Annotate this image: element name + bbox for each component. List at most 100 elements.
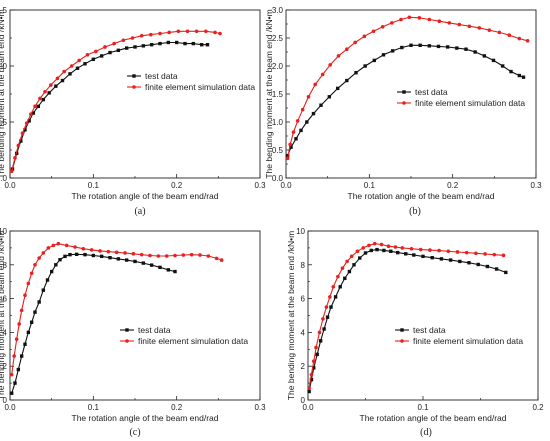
data-point-test <box>521 75 526 79</box>
data-point-fem <box>497 30 502 35</box>
data-point-test <box>345 78 349 83</box>
data-point-test <box>375 247 379 252</box>
data-point-fem <box>427 17 432 22</box>
data-point-test <box>418 43 422 47</box>
data-point-test <box>205 43 210 47</box>
data-point-test <box>307 389 311 394</box>
y-tick-label: 1.0 <box>272 118 284 127</box>
y-tick-label: 0.5 <box>272 146 284 155</box>
data-point-fem <box>336 54 341 58</box>
data-point-fem <box>149 32 153 37</box>
data-point-fem <box>288 142 292 147</box>
data-point-fem <box>336 274 340 279</box>
data-point-fem <box>112 41 116 46</box>
data-point-fem <box>428 248 432 252</box>
data-point-fem <box>386 244 391 249</box>
data-point-fem <box>12 354 16 358</box>
data-point-fem <box>158 31 162 36</box>
chart-panel-2: 0.0 0.1 0.2 0.3 0 2 4 6 8 10 The rotation angle of… <box>0 227 266 438</box>
data-point-test <box>363 251 368 255</box>
data-point-fem <box>464 250 469 255</box>
data-point-test <box>381 53 386 57</box>
data-point-fem <box>43 89 47 94</box>
data-point-test <box>68 252 72 257</box>
y-tick-label: 0 <box>3 396 8 405</box>
legend-label: finite element simulation data <box>145 82 255 92</box>
data-point-test <box>29 320 34 324</box>
data-point-fem <box>349 254 354 259</box>
data-point-test <box>41 288 46 292</box>
data-point-fem <box>390 21 394 25</box>
y-axis-title: The bending moment at the beam end /kN•m <box>0 9 6 178</box>
data-point-fem <box>393 245 398 249</box>
x-tick-label: 0.1 <box>88 403 100 412</box>
data-point-fem <box>380 25 385 29</box>
data-point-test <box>99 54 104 58</box>
data-point-test <box>482 54 487 58</box>
data-point-fem <box>214 256 219 261</box>
x-tick-label: 0.2 <box>447 181 459 190</box>
data-point-fem <box>139 33 144 38</box>
data-point-test <box>485 264 490 269</box>
data-point-test <box>436 44 441 49</box>
data-point-test <box>31 111 36 115</box>
chart-panel-1: 0.0 0.1 0.2 0.3 0.0 0.5 1.0 1.5 2.0 2.5 3.0 The rot… <box>264 6 542 217</box>
y-tick-label: 0.0 <box>0 174 8 183</box>
x-tick-label: 0.0 <box>302 403 314 412</box>
y-tick-label: 8 <box>3 261 8 270</box>
data-point-test <box>358 256 362 260</box>
data-point-test <box>491 58 496 63</box>
data-point-fem <box>407 15 412 20</box>
data-point-fem <box>56 241 61 246</box>
legend-marker <box>125 339 129 343</box>
data-point-test <box>445 45 450 49</box>
data-point-test <box>199 43 204 47</box>
data-point-test <box>27 119 31 123</box>
data-point-test <box>108 256 112 260</box>
y-axis-title: The bending moment at the beam end /kN•m <box>264 9 274 178</box>
plot-frame <box>9 230 261 401</box>
data-point-fem <box>328 295 332 299</box>
data-point-test <box>45 278 50 282</box>
data-point-fem <box>307 386 311 390</box>
data-point-fem <box>361 246 366 250</box>
y-tick-label: 2.0 <box>272 62 284 71</box>
data-point-fem <box>340 266 345 270</box>
series-line-test-data <box>308 249 506 392</box>
data-point-fem <box>291 130 296 134</box>
data-point-test <box>338 285 342 289</box>
data-point-test <box>476 262 480 267</box>
legend-marker <box>402 90 406 94</box>
y-tick-label: 6 <box>301 295 306 304</box>
data-point-fem <box>64 243 69 248</box>
data-point-test <box>318 339 323 343</box>
data-point-test <box>47 91 51 95</box>
series-line-test-data <box>11 41 208 170</box>
data-point-fem <box>176 29 181 34</box>
data-point-test <box>13 381 17 385</box>
data-point-fem <box>198 253 202 257</box>
data-point-test <box>19 139 23 143</box>
data-point-test <box>116 257 121 261</box>
data-point-test <box>327 95 332 99</box>
data-point-test <box>473 50 477 54</box>
x-tick-label: 0.1 <box>417 403 429 412</box>
data-point-test <box>26 330 31 335</box>
data-point-fem <box>213 30 217 35</box>
data-point-test <box>141 44 146 48</box>
data-point-fem <box>77 58 81 63</box>
data-point-fem <box>418 247 423 252</box>
legend-label: finite element simulation data <box>415 98 525 108</box>
data-point-fem <box>106 249 111 254</box>
data-point-test <box>83 62 87 66</box>
data-point-fem <box>20 131 25 135</box>
data-point-fem <box>399 17 403 22</box>
data-point-test <box>133 45 137 49</box>
data-point-test <box>458 259 462 264</box>
x-axis-title: The rotation angle of the beam end/rad <box>72 413 219 423</box>
data-point-test <box>133 259 137 264</box>
y-tick-label: 8 <box>301 261 306 270</box>
data-point-test <box>158 41 162 46</box>
data-point-test <box>183 41 187 46</box>
data-point-fem <box>23 293 27 298</box>
